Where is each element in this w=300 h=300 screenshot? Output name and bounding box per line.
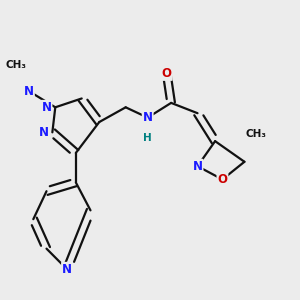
Text: O: O xyxy=(162,67,172,80)
Text: N: N xyxy=(41,101,52,114)
Text: N: N xyxy=(143,111,153,124)
Text: N: N xyxy=(62,263,72,276)
Text: CH₃: CH₃ xyxy=(5,60,26,70)
Text: N: N xyxy=(193,160,202,173)
Text: N: N xyxy=(39,126,49,139)
Text: H: H xyxy=(143,133,152,143)
Text: N: N xyxy=(24,85,34,98)
Text: CH₃: CH₃ xyxy=(246,129,267,139)
Text: O: O xyxy=(218,173,227,186)
